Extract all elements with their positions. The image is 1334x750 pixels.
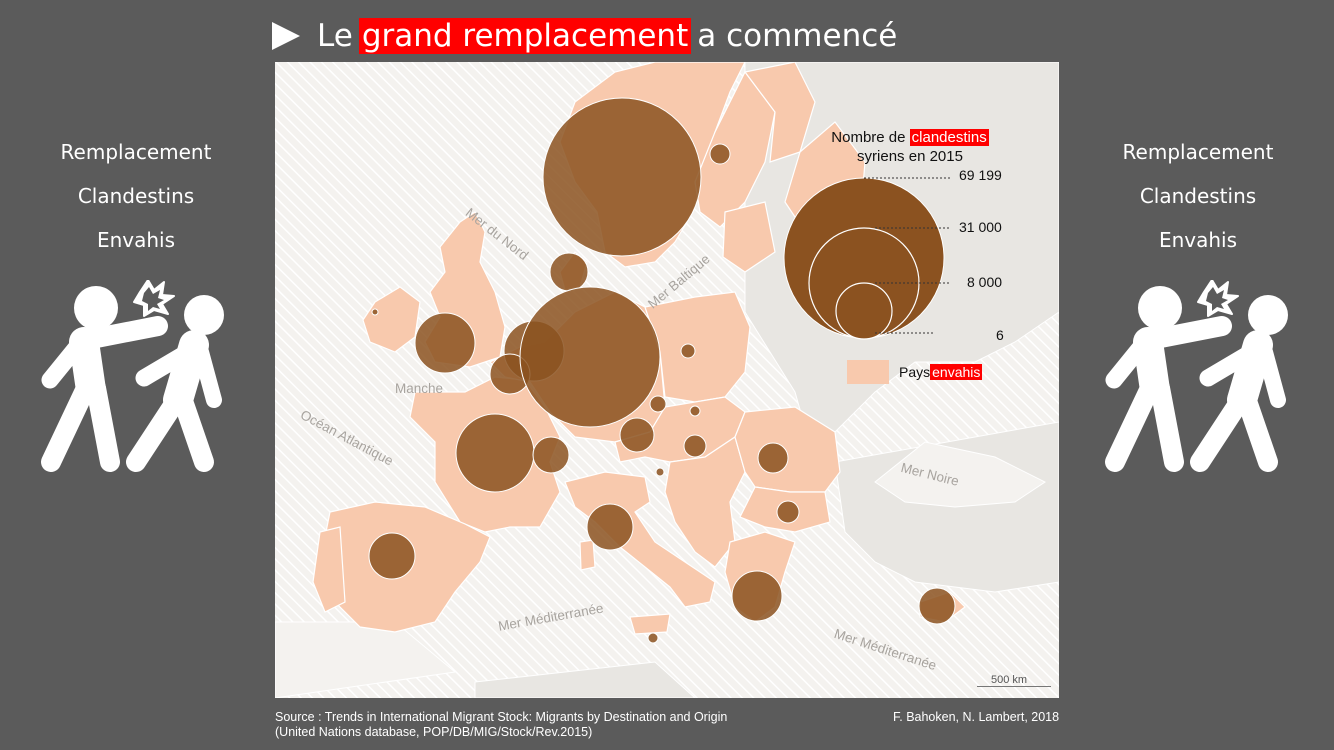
bubble-finland [709, 143, 731, 165]
bubble-germany [519, 286, 661, 428]
bubble-spain [368, 532, 416, 580]
play-icon [272, 22, 300, 50]
source-line-1: Source : Trends in International Migrant… [275, 710, 728, 724]
legend-title-after: syriens en 2015 [857, 148, 963, 165]
bubble-ireland [371, 308, 379, 316]
title-after: a commencé [697, 18, 898, 54]
source-caption: Source : Trends in International Migrant… [275, 710, 727, 740]
punch-fight-icon [41, 280, 224, 472]
bubble-uk [414, 312, 476, 374]
bubble-greece [731, 570, 783, 622]
bubble-slovenia [655, 467, 665, 477]
bubble-cyprus [918, 587, 956, 625]
bubble-czechia [649, 395, 667, 413]
legend-circle-small [835, 282, 893, 340]
bubble-france [455, 413, 535, 493]
migrant-bubbles [368, 97, 956, 644]
bubble-poland [680, 343, 696, 359]
bubble-malta [647, 632, 659, 644]
bubble-sweden [542, 97, 702, 257]
bubble-bulgaria [776, 500, 800, 524]
bubble-romania [757, 442, 789, 474]
side-word: Clandestins [1139, 184, 1257, 208]
legend-value-mid: 31 000 [959, 219, 1002, 235]
side-word: Clandestins [77, 184, 195, 208]
map-canvas [275, 62, 1059, 698]
bubble-hungary [683, 434, 707, 458]
source-line-2: (United Nations database, POP/DB/MIG/Sto… [275, 725, 593, 739]
legend-pays-label: Pays [899, 364, 931, 380]
legend-swatch [847, 360, 889, 384]
side-word: Remplacement [60, 140, 212, 164]
side-word: Envahis [1158, 228, 1238, 252]
title-before: Le [317, 18, 353, 54]
bubble-italy [586, 503, 634, 551]
legend-value-small: 8 000 [967, 274, 1003, 290]
legend-title-before: Nombre de [831, 129, 906, 146]
legend-title: Nombre de clandestins syriens en 2015 [775, 128, 1045, 166]
legend-value-min: 6 [996, 327, 1004, 343]
scale-label: 500 km [991, 674, 1028, 686]
scale-bar [977, 686, 1051, 687]
bubble-denmark [549, 252, 589, 292]
side-word: Envahis [96, 228, 176, 252]
right-word-list: Remplacement Clandestins Envahis [1073, 130, 1323, 262]
bubble-slovakia [689, 405, 701, 417]
legend-invaded-countries: Pays envahis [847, 360, 983, 384]
credit-caption: F. Bahoken, N. Lambert, 2018 [893, 710, 1060, 724]
legend-pays-highlight: envahis [930, 364, 983, 380]
legend-value-max: 69 199 [959, 167, 1002, 183]
bubble-switzerland [532, 436, 570, 474]
page-title: Le grand remplacement a commencé [272, 14, 897, 58]
legend-title-highlight: clandestins [909, 129, 989, 146]
left-word-list: Remplacement Clandestins Envahis [11, 130, 261, 262]
punch-fight-icon [1105, 280, 1288, 472]
legend-circles [783, 177, 950, 340]
sea-label-channel: Manche [395, 381, 444, 396]
side-word: Remplacement [1122, 140, 1274, 164]
title-highlight: grand remplacement [358, 18, 692, 54]
bubble-austria [619, 417, 655, 453]
europe-map: Mer du Nord Mer Baltique Manche Océan At… [275, 62, 1059, 698]
